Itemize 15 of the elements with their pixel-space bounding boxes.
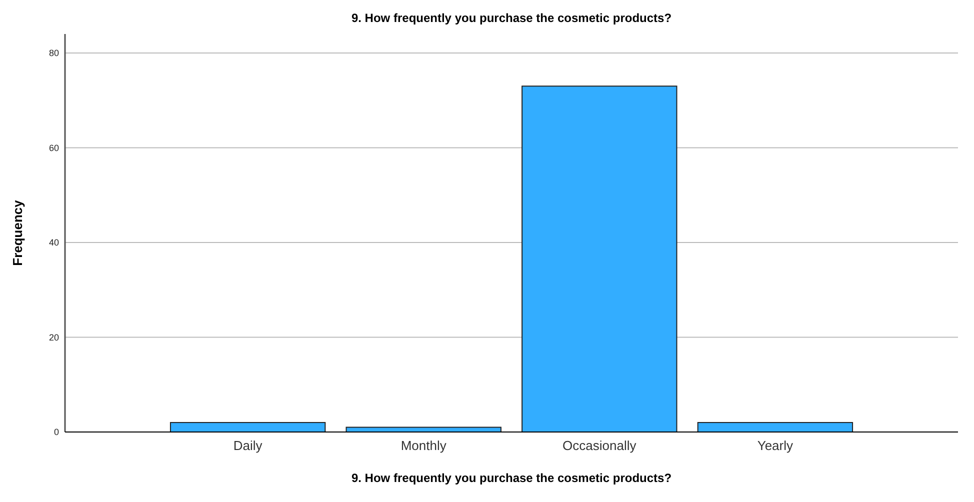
y-tick-label: 20: [48, 332, 59, 342]
bar: [170, 422, 326, 432]
y-tick-label: 80: [48, 48, 59, 58]
y-tick-label: 0: [54, 427, 59, 438]
y-axis-title: Frequency: [10, 199, 25, 266]
x-tick-label: Daily: [233, 438, 263, 453]
bar: [522, 86, 678, 432]
y-tick-label: 60: [48, 142, 59, 153]
x-tick-label: Monthly: [400, 438, 447, 453]
x-tick-label: Occasionally: [562, 438, 637, 453]
y-tick-label: 40: [48, 238, 59, 248]
bar: [697, 422, 854, 432]
x-tick-label: Yearly: [757, 438, 794, 453]
chart-title: 9. How frequently you purchase the cosmetic products?: [351, 11, 672, 25]
x-axis-title: 9. How frequently you purchase the cosmetic products?: [351, 471, 672, 485]
